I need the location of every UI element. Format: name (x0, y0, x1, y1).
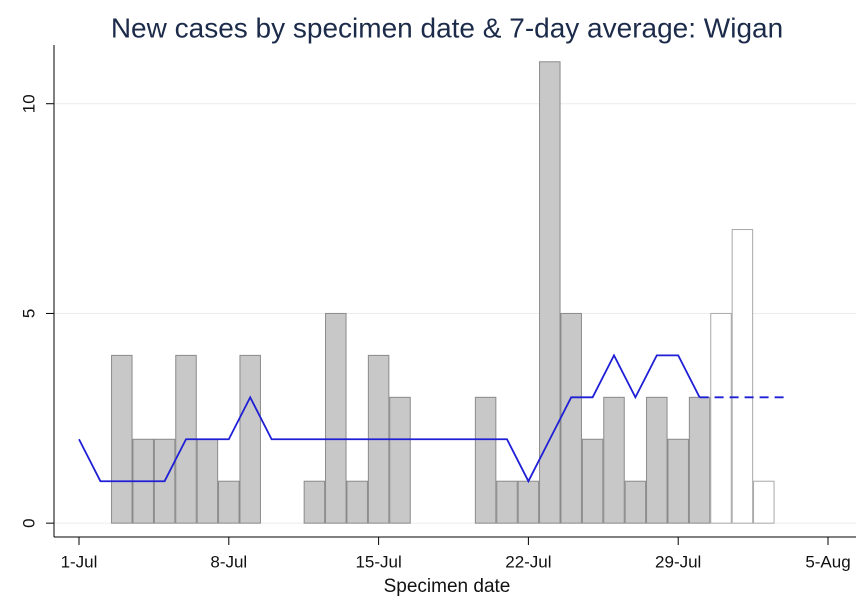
x-tick-label: 8-Jul (210, 552, 247, 571)
bar (710, 312, 732, 524)
bar (753, 480, 775, 524)
chart-title: New cases by specimen date & 7-day avera… (111, 12, 783, 43)
bar (218, 480, 240, 524)
bar (325, 312, 347, 524)
x-tick-label: 5-Aug (805, 552, 850, 571)
bar (517, 480, 540, 524)
x-tick-label: 29-Jul (655, 552, 701, 571)
x-tick-label: 1-Jul (61, 552, 98, 571)
bar (496, 480, 518, 524)
bar (646, 396, 668, 524)
bar (624, 480, 647, 524)
x-tick-label: 15-Jul (355, 552, 401, 571)
average-line (78, 353, 701, 484)
x-axis-label: Specimen date (384, 576, 511, 597)
bar (667, 438, 689, 524)
bar (474, 396, 497, 524)
bar (346, 480, 368, 524)
bar (303, 480, 326, 524)
bar (688, 396, 711, 524)
y-tick-label: 0 (19, 518, 38, 527)
bar (111, 354, 133, 524)
y-tick-label: 10 (19, 94, 38, 113)
x-tick-label: 22-Jul (505, 552, 551, 571)
bar (239, 354, 261, 524)
bar (603, 396, 625, 524)
bar (581, 438, 604, 524)
bar (389, 396, 411, 524)
bar (560, 312, 582, 524)
bar (196, 438, 219, 524)
y-tick-label: 5 (19, 309, 38, 318)
bar (731, 229, 754, 524)
bar (539, 61, 561, 524)
